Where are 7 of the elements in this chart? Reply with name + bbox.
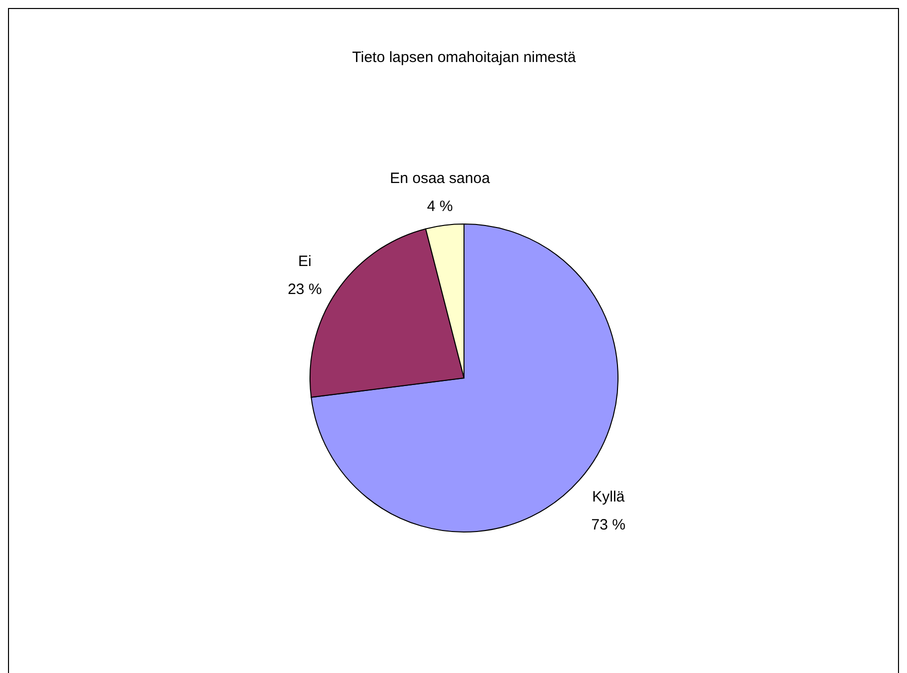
data-label: 4 % (426, 198, 453, 216)
data-label: 23 % (288, 280, 322, 298)
slice-label: En osaa sanoa (390, 170, 491, 188)
slice-label: Ei (298, 252, 312, 270)
data-label: 73 % (591, 516, 626, 534)
slice-label: Kyllä (592, 488, 626, 506)
chart-title: Tieto lapsen omahoitajan nimestä (352, 49, 577, 66)
